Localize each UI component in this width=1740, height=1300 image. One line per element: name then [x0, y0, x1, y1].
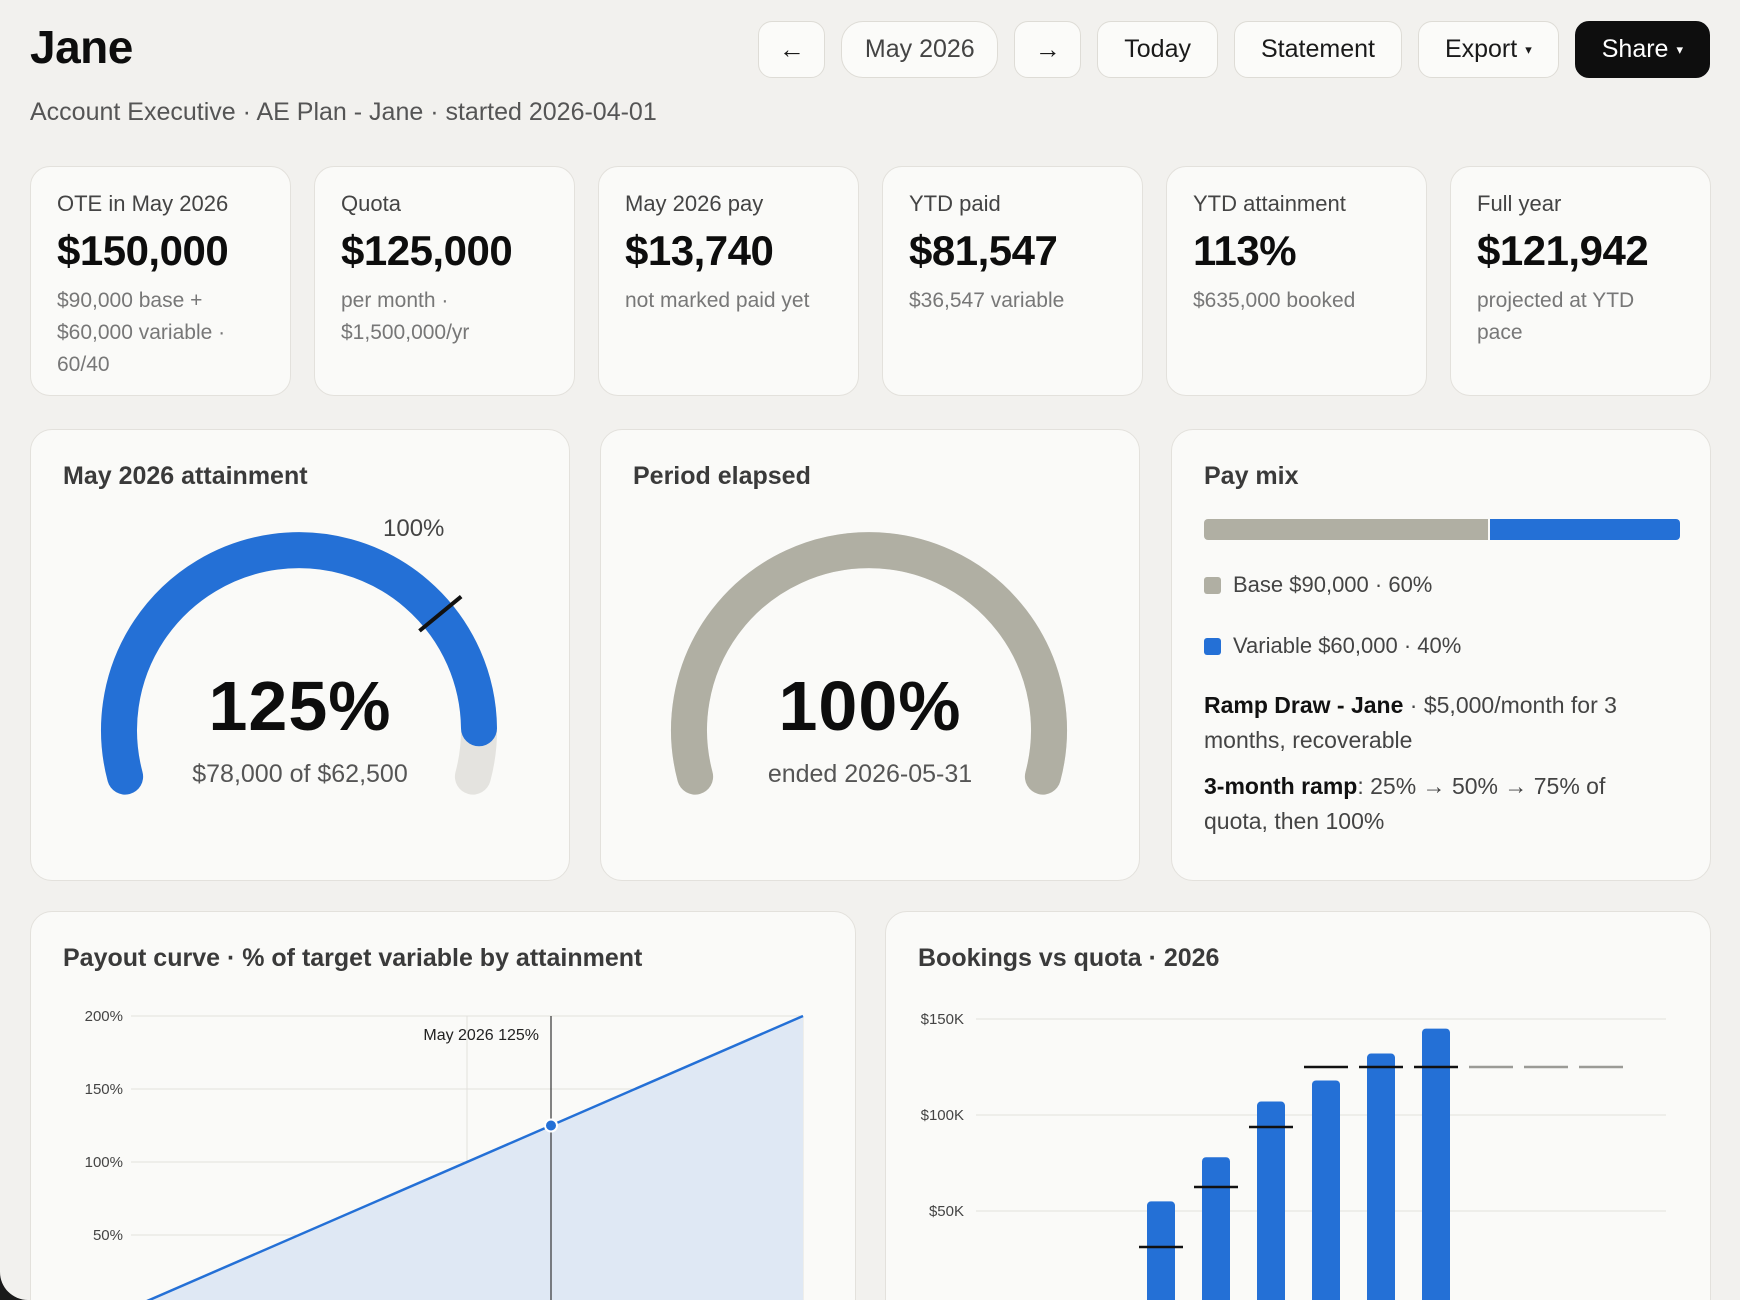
today-button[interactable]: Today: [1097, 21, 1218, 78]
caret-down-icon: ▾: [1525, 41, 1532, 57]
legend-variable-label: Variable $60,000 · 40%: [1233, 633, 1462, 658]
bookings-bar: [1422, 1028, 1450, 1300]
period-elapsed-card: Period elapsed 100% ended 2026-05-31: [600, 429, 1140, 881]
kpi-value: $121,942: [1477, 227, 1649, 274]
legend-swatch-variable: [1204, 637, 1221, 655]
toolbar: ← May 2026 → Today Statement Export ▾ Sh…: [758, 21, 1710, 78]
prev-period-button[interactable]: ←: [758, 21, 826, 78]
elapsed-title: Period elapsed: [633, 462, 811, 490]
payout-chart-title: Payout curve · % of target variable by a…: [63, 944, 643, 972]
kpi-value: $13,740: [625, 227, 774, 274]
bookings-chart-title: Bookings vs quota · 2026: [918, 944, 1220, 972]
y-tick-label: $50K: [929, 1203, 964, 1220]
gauge-target-label: 100%: [383, 515, 445, 542]
caret-down-icon: ▾: [1676, 41, 1683, 57]
elapsed-detail: ended 2026-05-31: [767, 760, 973, 788]
y-tick-label: 200%: [85, 1008, 123, 1025]
kpi-note: per month · $1,500,000/yr: [341, 289, 470, 344]
attainment-card: May 2026 attainment 100% 125% $78,000 of…: [30, 429, 570, 881]
gauge-fill: [101, 532, 497, 795]
attainment-value: 125%: [208, 667, 392, 745]
pay-mix-title: Pay mix: [1204, 462, 1299, 490]
kpi-card-ytd-attainment: YTD attainment 113% $635,000 booked: [1166, 166, 1427, 396]
kpi-note: not marked paid yet: [625, 289, 810, 312]
bookings-bar: [1312, 1080, 1340, 1300]
current-attainment-point: [544, 1118, 558, 1133]
kpi-label: Quota: [341, 191, 401, 216]
kpi-value: 113%: [1193, 227, 1297, 274]
pay-mix-variable-segment: [1490, 519, 1680, 540]
kpi-note: $36,547 variable: [909, 289, 1065, 312]
legend-variable: Variable $60,000 · 40%: [1204, 633, 1461, 659]
legend-swatch-base: [1204, 576, 1221, 594]
legend-base-label: Base $90,000 · 60%: [1233, 572, 1433, 597]
export-button-label: Export: [1444, 35, 1518, 63]
bookings-chart: $150K$100K$50K$0: [921, 1011, 1666, 1300]
gauge-fill: [671, 532, 1067, 795]
pay-mix-bar: [1204, 519, 1680, 540]
payout-curve-card: Payout curve · % of target variable by a…: [30, 911, 856, 1300]
kpi-value: $125,000: [341, 227, 513, 274]
kpi-label: YTD paid: [909, 191, 1001, 216]
ramp-schedule-name: 3-month ramp: [1204, 773, 1358, 799]
attainment-gauge: [101, 532, 497, 795]
attainment-title: May 2026 attainment: [63, 462, 308, 490]
bookings-bar: [1202, 1157, 1230, 1300]
kpi-label: Full year: [1477, 191, 1562, 216]
page-title: Jane: [30, 21, 133, 73]
ramp-draw-detail: · $5,000/month for 3 months, recoverable: [1204, 692, 1617, 753]
ramp-schedule-detail: : 25% → 50% → 75% of quota, then 100%: [1204, 773, 1606, 834]
period-selector[interactable]: May 2026: [841, 21, 999, 78]
bookings-card: Bookings vs quota · 2026 $150K$100K$50K$…: [885, 911, 1711, 1300]
bookings-bar: [1147, 1201, 1175, 1300]
payout-line: [146, 1014, 804, 1300]
attainment-detail: $78,000 of $62,500: [192, 760, 408, 788]
share-button-label: Share: [1601, 35, 1669, 63]
legend-base: Base $90,000 · 60%: [1204, 572, 1432, 598]
pay-mix-card: Pay mix Base $90,000 · 60% Variable $60,…: [1171, 429, 1711, 881]
payout-curve-chart: 200% 150% 100% 50% May 2026 125%: [85, 1008, 804, 1300]
kpi-label: OTE in May 2026: [57, 191, 229, 216]
elapsed-gauge: [671, 532, 1067, 795]
kpi-card-ote: OTE in May 2026 $150,000 $90,000 base + …: [30, 166, 291, 396]
kpi-value: $81,547: [909, 227, 1058, 274]
kpi-label: May 2026 pay: [625, 191, 764, 216]
y-tick-label: 50%: [93, 1227, 123, 1244]
export-button[interactable]: Export ▾: [1417, 21, 1559, 78]
kpi-card-ytd-paid: YTD paid $81,547 $36,547 variable: [882, 166, 1143, 396]
y-tick-label: $100K: [921, 1107, 964, 1124]
current-attainment-label: May 2026 125%: [423, 1027, 539, 1044]
elapsed-value: 100%: [778, 667, 962, 745]
ramp-draw-name: Ramp Draw - Jane: [1204, 692, 1404, 718]
plan-subtitle: Account Executive · AE Plan - Jane · sta…: [30, 98, 657, 126]
y-tick-label: 100%: [85, 1154, 123, 1171]
kpi-card-full-year: Full year $121,942 projected at YTD pace: [1450, 166, 1711, 396]
kpi-value: $150,000: [57, 227, 229, 274]
kpi-note: $635,000 booked: [1193, 289, 1356, 312]
share-button[interactable]: Share ▾: [1574, 21, 1710, 78]
arrow-left-icon: ←: [778, 34, 805, 64]
statement-button[interactable]: Statement: [1234, 21, 1402, 78]
bookings-bar: [1367, 1053, 1395, 1300]
next-period-button[interactable]: →: [1014, 21, 1082, 78]
arrow-right-icon: →: [1034, 34, 1061, 64]
gauge-target-marker: [418, 595, 463, 633]
kpi-label: YTD attainment: [1193, 191, 1346, 216]
y-tick-label: 150%: [85, 1081, 123, 1098]
kpi-note: projected at YTD pace: [1477, 289, 1635, 344]
pay-mix-base-segment: [1204, 519, 1489, 540]
kpi-note: $90,000 base + $60,000 variable · 60/40: [57, 289, 226, 376]
ramp-schedule-note: 3-month ramp: 25% → 50% → 75% of quota, …: [1204, 769, 1674, 839]
kpi-card-quota: Quota $125,000 per month · $1,500,000/yr: [314, 166, 575, 396]
ramp-draw-note: Ramp Draw - Jane · $5,000/month for 3 mo…: [1204, 688, 1674, 758]
kpi-card-month-pay: May 2026 pay $13,740 not marked paid yet: [598, 166, 859, 396]
bookings-bar: [1257, 1101, 1285, 1300]
y-tick-label: $150K: [921, 1011, 964, 1028]
